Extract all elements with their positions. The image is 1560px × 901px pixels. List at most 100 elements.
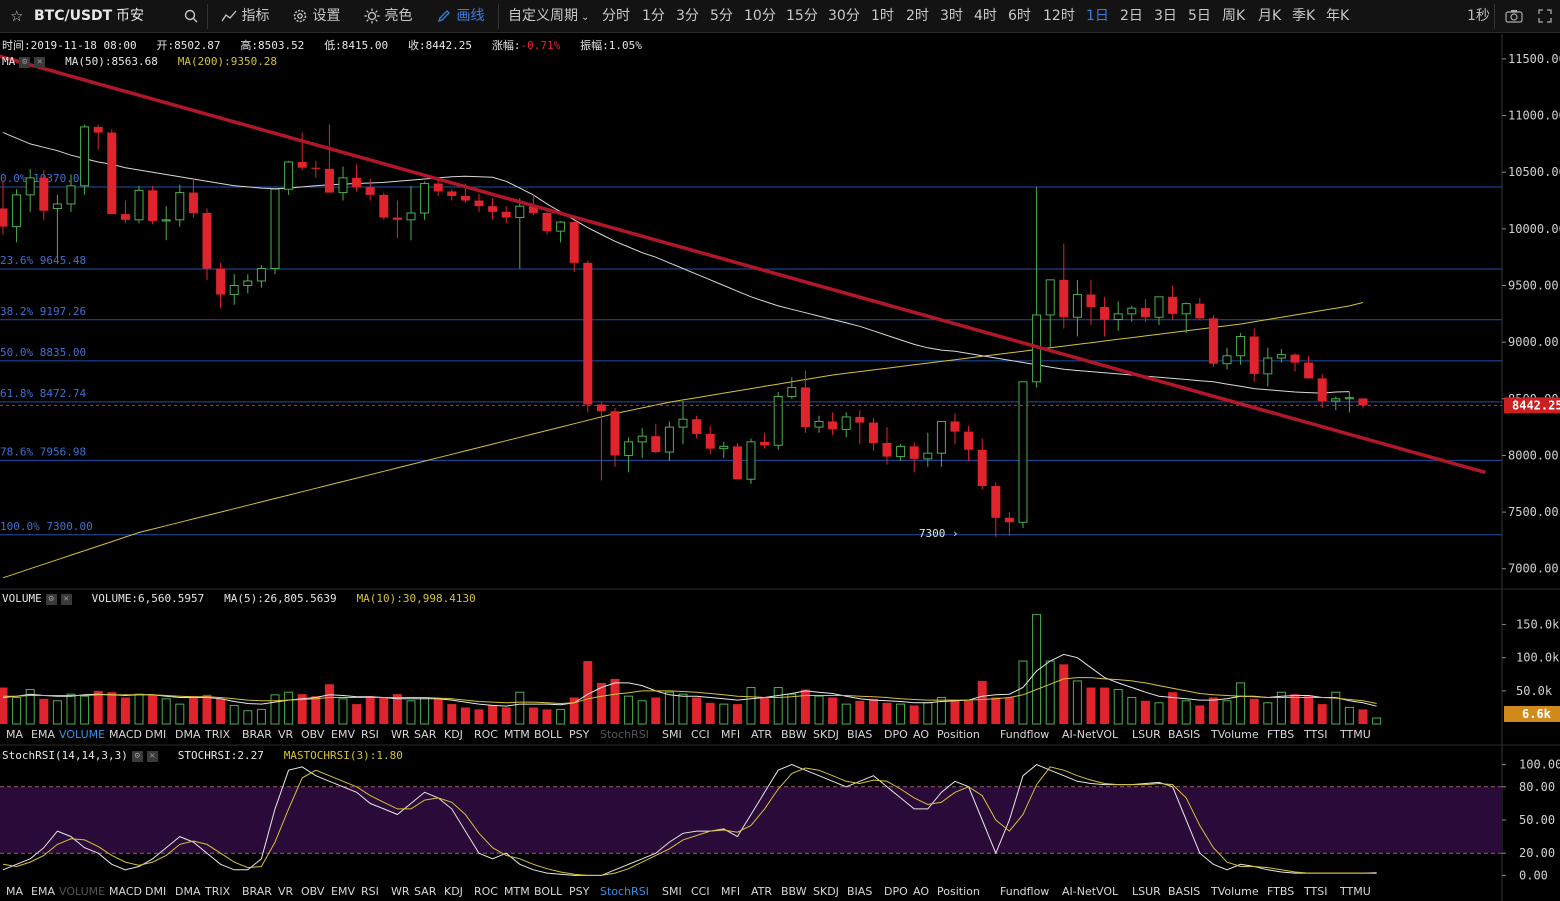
period-12[interactable]: 12时 <box>1043 8 1075 24</box>
indicator-tab-bbw[interactable]: BBW <box>781 885 807 898</box>
indicator-tab-cci[interactable]: CCI <box>691 728 710 741</box>
close-icon[interactable]: ✕ <box>60 593 72 605</box>
search-icon[interactable] <box>184 0 198 33</box>
indicator-tab-dma[interactable]: DMA <box>175 885 201 898</box>
indicator-tab-emv[interactable]: EMV <box>331 885 355 898</box>
indicator-tab-mtm[interactable]: MTM <box>504 728 530 741</box>
indicator-tab-stochrsi[interactable]: StochRSI <box>600 885 649 898</box>
indicator-tab-skdj[interactable]: SKDJ <box>813 885 839 898</box>
indicator-tab-brar[interactable]: BRAR <box>242 728 272 741</box>
indicator-tab-macd[interactable]: MACD <box>109 885 142 898</box>
indicator-tab-volume[interactable]: VOLUME <box>59 885 106 898</box>
indicator-tab-skdj[interactable]: SKDJ <box>813 728 839 741</box>
indicator-tab-mfi[interactable]: MFI <box>721 728 741 741</box>
period-6[interactable]: 30分 <box>828 8 860 24</box>
indicator-tab-obv[interactable]: OBV <box>301 728 325 741</box>
indicator-tab-basis[interactable]: BASIS <box>1168 885 1201 898</box>
period-11[interactable]: 6时 <box>1008 8 1031 24</box>
indicator-tab-lsur[interactable]: LSUR <box>1132 885 1161 898</box>
indicator-tab-ttmu[interactable]: TTMU <box>1340 728 1371 741</box>
close-icon[interactable]: ✕ <box>34 56 46 68</box>
indicator-tab-ftbs[interactable]: FTBS <box>1267 885 1295 898</box>
indicator-tab-boll[interactable]: BOLL <box>534 885 563 898</box>
indicator-tab-macd[interactable]: MACD <box>109 728 142 741</box>
period-15[interactable]: 3日 <box>1154 8 1177 24</box>
indicator-tab-tvolume[interactable]: TVolume <box>1211 885 1259 898</box>
indicator-tab-rsi[interactable]: RSI <box>361 885 379 898</box>
indicator-tab-smi[interactable]: SMI <box>662 885 682 898</box>
indicator-tab-basis[interactable]: BASIS <box>1168 728 1201 741</box>
indicator-tab-position[interactable]: Position <box>937 885 980 898</box>
indicator-tab-emv[interactable]: EMV <box>331 728 355 741</box>
indicator-tab-stochrsi[interactable]: StochRSI <box>600 728 649 741</box>
indicator-tab-dma[interactable]: DMA <box>175 728 201 741</box>
gear-icon[interactable]: ⚙ <box>45 593 57 605</box>
indicator-tab-atr[interactable]: ATR <box>751 728 773 741</box>
period-3[interactable]: 5分 <box>710 8 733 24</box>
indicator-tab-ttsi[interactable]: TTSI <box>1304 728 1328 741</box>
indicator-tab-wr[interactable]: WR <box>391 728 410 741</box>
period-19[interactable]: 季K <box>1292 8 1316 24</box>
period-0[interactable]: 分时 <box>602 8 630 24</box>
close-icon[interactable]: ✕ <box>146 750 158 762</box>
indicator-tab-fundflow[interactable]: Fundflow <box>1000 885 1050 898</box>
indicator-tab-vr[interactable]: VR <box>278 728 294 741</box>
indicator-tab-bias[interactable]: BIAS <box>847 885 873 898</box>
period-18[interactable]: 月K <box>1258 8 1282 24</box>
period-9[interactable]: 3时 <box>940 8 963 24</box>
indicator-tab-bias[interactable]: BIAS <box>847 728 873 741</box>
indicator-tab-tvolume[interactable]: TVolume <box>1211 728 1259 741</box>
indicator-tab-rsi[interactable]: RSI <box>361 728 379 741</box>
indicator-tab-ai-netvol[interactable]: AI-NetVOL <box>1062 728 1119 741</box>
indicator-tab-ma[interactable]: MA <box>6 728 24 741</box>
indicator-tab-sar[interactable]: SAR <box>414 728 437 741</box>
gear-icon[interactable]: ⚙ <box>19 56 31 68</box>
custom-period-dropdown[interactable]: 自定义周期 ⌄ <box>508 0 589 33</box>
indicator-tab-roc[interactable]: ROC <box>474 728 498 741</box>
indicator-tab-smi[interactable]: SMI <box>662 728 682 741</box>
indicator-tab-lsur[interactable]: LSUR <box>1132 728 1161 741</box>
indicator-tab-mtm[interactable]: MTM <box>504 885 530 898</box>
indicator-tab-fundflow[interactable]: Fundflow <box>1000 728 1050 741</box>
indicator-tab-ema[interactable]: EMA <box>31 728 55 741</box>
indicator-tab-ema[interactable]: EMA <box>31 885 55 898</box>
camera-icon[interactable] <box>1505 0 1523 33</box>
indicator-tab-boll[interactable]: BOLL <box>534 728 563 741</box>
gear-icon[interactable]: ⚙ <box>131 750 143 762</box>
period-8[interactable]: 2时 <box>906 8 929 24</box>
indicator-tab-ftbs[interactable]: FTBS <box>1267 728 1295 741</box>
indicator-tab-dpo[interactable]: DPO <box>884 885 908 898</box>
indicator-tab-mfi[interactable]: MFI <box>721 885 741 898</box>
indicator-tab-volume[interactable]: VOLUME <box>59 728 106 741</box>
indicator-tab-ao[interactable]: AO <box>913 728 929 741</box>
indicator-tab-sar[interactable]: SAR <box>414 885 437 898</box>
period-7[interactable]: 1时 <box>871 8 894 24</box>
indicator-tab-ma[interactable]: MA <box>6 885 24 898</box>
indicator-tab-dmi[interactable]: DMI <box>145 728 167 741</box>
indicator-tab-ttmu[interactable]: TTMU <box>1340 885 1371 898</box>
star-icon[interactable]: ☆ <box>10 7 24 25</box>
indicator-tab-psy[interactable]: PSY <box>569 885 590 898</box>
settings-button[interactable]: 设置 <box>292 0 340 33</box>
indicator-tab-roc[interactable]: ROC <box>474 885 498 898</box>
draw-line-button[interactable]: 画线 <box>436 0 484 33</box>
indicator-tab-bbw[interactable]: BBW <box>781 728 807 741</box>
indicator-tab-dmi[interactable]: DMI <box>145 885 167 898</box>
period-14[interactable]: 2日 <box>1120 8 1143 24</box>
indicator-tab-kdj[interactable]: KDJ <box>444 885 463 898</box>
light-theme-button[interactable]: 亮色 <box>364 0 412 33</box>
indicator-tab-ao[interactable]: AO <box>913 885 929 898</box>
period-16[interactable]: 5日 <box>1188 8 1211 24</box>
indicator-tab-brar[interactable]: BRAR <box>242 885 272 898</box>
indicator-tab-ai-netvol[interactable]: AI-NetVOL <box>1062 885 1119 898</box>
period-20[interactable]: 年K <box>1326 8 1350 24</box>
indicator-tab-psy[interactable]: PSY <box>569 728 590 741</box>
indicator-tab-trix[interactable]: TRIX <box>205 728 231 741</box>
indicator-tab-wr[interactable]: WR <box>391 885 410 898</box>
indicator-tab-cci[interactable]: CCI <box>691 885 710 898</box>
indicator-tab-ttsi[interactable]: TTSI <box>1304 885 1328 898</box>
period-2[interactable]: 3分 <box>676 8 699 24</box>
indicator-tab-dpo[interactable]: DPO <box>884 728 908 741</box>
indicator-tab-vr[interactable]: VR <box>278 885 294 898</box>
